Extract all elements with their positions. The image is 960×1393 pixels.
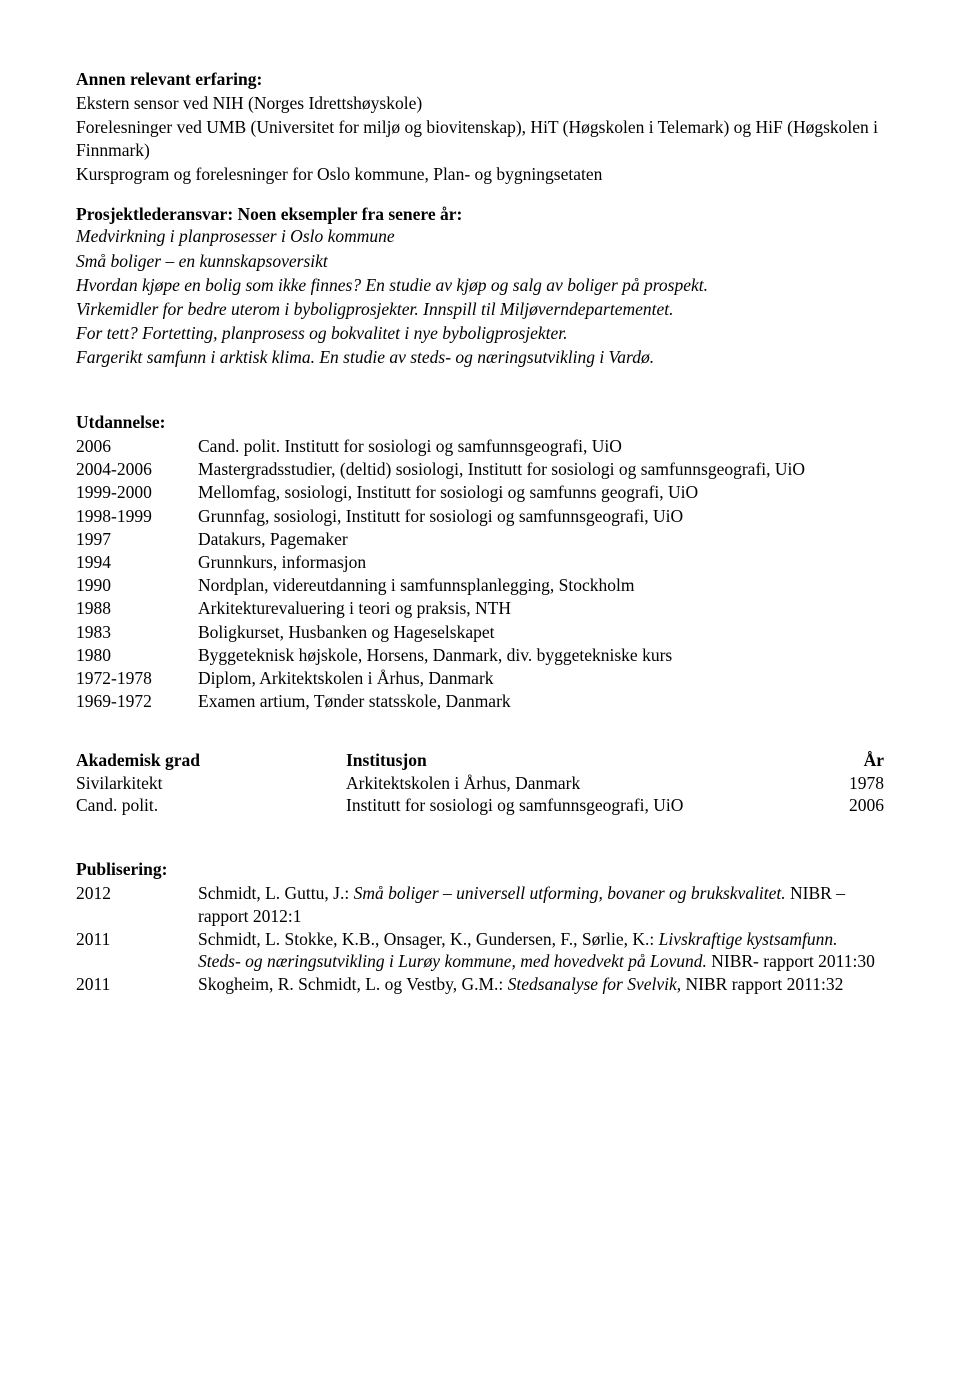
pub-pre: Skogheim, R. Schmidt, L. og Vestby, G.M.…: [198, 974, 508, 994]
desc-cell: Arkitekturevaluering i teori og praksis,…: [198, 597, 884, 620]
section-heading-annen: Annen relevant erfaring:: [76, 68, 884, 90]
degree-header: Akademisk grad: [76, 749, 346, 771]
table-row: 1997Datakurs, Pagemaker: [76, 528, 884, 551]
pub-cell: Skogheim, R. Schmidt, L. og Vestby, G.M.…: [198, 973, 884, 996]
year-cell: 1980: [76, 644, 198, 667]
prosjekt-item: For tett? Fortetting, planprosess og bok…: [76, 322, 884, 344]
table-row: 1972-1978Diplom, Arkitektskolen i Århus,…: [76, 667, 884, 690]
degree-cell: Cand. polit.: [76, 794, 346, 816]
section-heading-prosjekt: Prosjektlederansvar: Noen eksempler fra …: [76, 203, 884, 225]
prosjekt-item: Fargerikt samfunn i arktisk klima. En st…: [76, 346, 884, 368]
year-cell: 2004-2006: [76, 458, 198, 481]
table-row: 1999-2000Mellomfag, sosiologi, Institutt…: [76, 481, 884, 504]
pub-title: Stedsanalyse for Svelvik: [508, 974, 677, 994]
table-row: 1988Arkitekturevaluering i teori og prak…: [76, 597, 884, 620]
degree-cell: Arkitektskolen i Århus, Danmark: [346, 772, 824, 794]
degree-cell: Sivilarkitekt: [76, 772, 346, 794]
degree-cell: Institutt for sosiologi og samfunnsgeogr…: [346, 794, 824, 816]
desc-cell: Nordplan, videreutdanning i samfunnsplan…: [198, 574, 884, 597]
year-cell: 1983: [76, 621, 198, 644]
table-row: 1994Grunnkurs, informasjon: [76, 551, 884, 574]
table-row: 1990Nordplan, videreutdanning i samfunns…: [76, 574, 884, 597]
year-cell: 2006: [76, 435, 198, 458]
annen-line: Kursprogram og forelesninger for Oslo ko…: [76, 163, 884, 185]
desc-cell: Diplom, Arkitektskolen i Århus, Danmark: [198, 667, 884, 690]
table-row: 2012 Schmidt, L. Guttu, J.: Små boliger …: [76, 882, 884, 927]
desc-cell: Mastergradsstudier, (deltid) sosiologi, …: [198, 458, 884, 481]
pub-pre: Schmidt, L. Guttu, J.:: [198, 883, 354, 903]
prosjekt-item: Små boliger – en kunnskapsoversikt: [76, 250, 884, 272]
annen-line: Ekstern sensor ved NIH (Norges Idrettshø…: [76, 92, 884, 114]
year-cell: 1988: [76, 597, 198, 620]
desc-cell: Grunnfag, sosiologi, Institutt for sosio…: [198, 505, 884, 528]
pub-post: , NIBR rapport 2011:32: [677, 974, 844, 994]
year-cell: 1990: [76, 574, 198, 597]
degree-table: Akademisk grad Institusjon År Sivilarkit…: [76, 749, 884, 816]
degree-header: År: [824, 749, 884, 771]
desc-cell: Datakurs, Pagemaker: [198, 528, 884, 551]
pub-title: Små boliger – universell utforming, bova…: [354, 883, 786, 903]
year-cell: 2011: [76, 928, 198, 973]
year-cell: 2012: [76, 882, 198, 927]
prosjekt-item: Hvordan kjøpe en bolig som ikke finnes? …: [76, 274, 884, 296]
table-row: 1969-1972Examen artium, Tønder statsskol…: [76, 690, 884, 713]
desc-cell: Boligkurset, Husbanken og Hageselskapet: [198, 621, 884, 644]
year-cell: 1999-2000: [76, 481, 198, 504]
section-heading-publisering: Publisering:: [76, 858, 884, 880]
desc-cell: Examen artium, Tønder statsskole, Danmar…: [198, 690, 884, 713]
table-row: 1980Byggeteknisk højskole, Horsens, Danm…: [76, 644, 884, 667]
table-row: Sivilarkitekt Arkitektskolen i Århus, Da…: [76, 772, 884, 794]
year-cell: 1972-1978: [76, 667, 198, 690]
pub-cell: Schmidt, L. Stokke, K.B., Onsager, K., G…: [198, 928, 884, 973]
table-row: 1998-1999Grunnfag, sosiologi, Institutt …: [76, 505, 884, 528]
desc-cell: Mellomfag, sosiologi, Institutt for sosi…: [198, 481, 884, 504]
degree-header: Institusjon: [346, 749, 824, 771]
pub-cell: Schmidt, L. Guttu, J.: Små boliger – uni…: [198, 882, 884, 927]
pub-pre: Schmidt, L. Stokke, K.B., Onsager, K., G…: [198, 929, 659, 949]
degree-cell: 1978: [824, 772, 884, 794]
section-heading-utdannelse: Utdannelse:: [76, 411, 884, 433]
table-row: 1983Boligkurset, Husbanken og Hageselska…: [76, 621, 884, 644]
table-row: 2011 Skogheim, R. Schmidt, L. og Vestby,…: [76, 973, 884, 996]
desc-cell: Cand. polit. Institutt for sosiologi og …: [198, 435, 884, 458]
table-row: 2011 Schmidt, L. Stokke, K.B., Onsager, …: [76, 928, 884, 973]
year-cell: 2011: [76, 973, 198, 996]
pub-post: NIBR- rapport 2011:30: [707, 951, 875, 971]
table-row: 2006Cand. polit. Institutt for sosiologi…: [76, 435, 884, 458]
degree-header-row: Akademisk grad Institusjon År: [76, 749, 884, 771]
utdannelse-table: 2006Cand. polit. Institutt for sosiologi…: [76, 435, 884, 714]
desc-cell: Grunnkurs, informasjon: [198, 551, 884, 574]
year-cell: 1997: [76, 528, 198, 551]
table-row: Cand. polit. Institutt for sosiologi og …: [76, 794, 884, 816]
year-cell: 1969-1972: [76, 690, 198, 713]
publisering-table: 2012 Schmidt, L. Guttu, J.: Små boliger …: [76, 882, 884, 996]
year-cell: 1994: [76, 551, 198, 574]
degree-cell: 2006: [824, 794, 884, 816]
year-cell: 1998-1999: [76, 505, 198, 528]
annen-line: Forelesninger ved UMB (Universitet for m…: [76, 116, 884, 160]
desc-cell: Byggeteknisk højskole, Horsens, Danmark,…: [198, 644, 884, 667]
prosjekt-item: Medvirkning i planprosesser i Oslo kommu…: [76, 225, 884, 247]
table-row: 2004-2006Mastergradsstudier, (deltid) so…: [76, 458, 884, 481]
prosjekt-item: Virkemidler for bedre uterom i byboligpr…: [76, 298, 884, 320]
